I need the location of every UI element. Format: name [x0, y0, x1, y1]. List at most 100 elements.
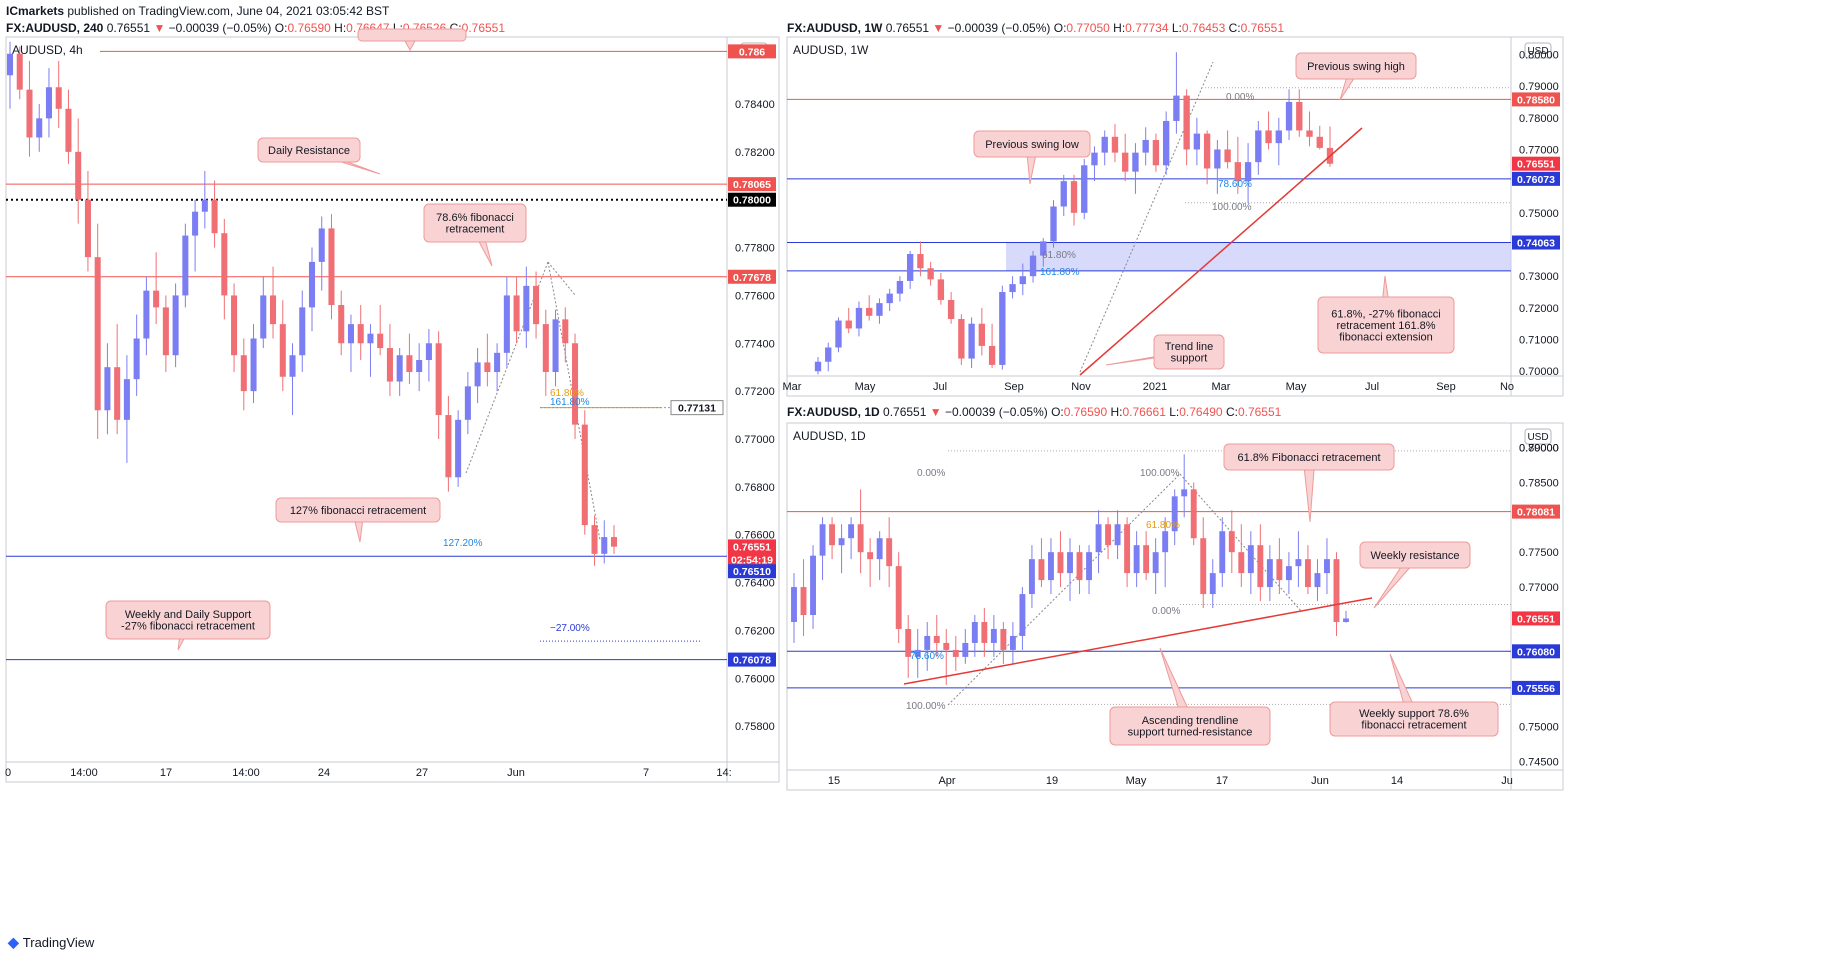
h4-callout-text: Daily Resistance — [268, 145, 350, 157]
h4-candle — [357, 324, 364, 344]
h4-price-label — [670, 400, 724, 416]
h4-xtick: 24 — [318, 767, 330, 779]
h4-candle — [435, 343, 442, 416]
w1-open: 0.77050 — [1066, 21, 1110, 35]
d1-candle — [1266, 559, 1273, 588]
w1-xtick: Nov — [1071, 381, 1091, 393]
h4-callout-text: 78.6% fibonacci — [436, 212, 514, 224]
h4-callout-text: Weekly and Daily Support — [125, 609, 251, 621]
w1-callout-text: support — [1171, 353, 1208, 365]
w1-frame — [786, 36, 1564, 397]
w1-ytick: 0.77000 — [1519, 144, 1559, 156]
h4-price-label — [728, 539, 776, 554]
w1-candle — [1296, 101, 1303, 131]
d1-candle — [1181, 489, 1188, 497]
h4-price-label — [728, 552, 776, 567]
h4-fib-label: 127.20% — [443, 538, 483, 549]
w1-callout — [973, 130, 1091, 158]
w1-price-label-text: 0.76073 — [1517, 174, 1555, 186]
w1-ytick: 0.75000 — [1519, 208, 1559, 220]
w1-fib-label: 100.00% — [1212, 202, 1252, 213]
h4-candle — [172, 295, 179, 356]
d1-candle — [1057, 552, 1064, 574]
h4-price-label-text: 0.78065 — [733, 179, 771, 191]
d1-ytick: 0.77000 — [1519, 582, 1559, 594]
w1-candle — [814, 361, 822, 372]
h4-candle — [45, 87, 52, 119]
d1-low: 0.76490 — [1179, 405, 1223, 419]
h4-open: 0.76590 — [287, 21, 331, 35]
w1-close: 0.76551 — [885, 21, 930, 35]
h4-candle — [84, 199, 91, 258]
h4-ytick: 0.76800 — [735, 482, 775, 494]
d1-candle — [1067, 552, 1073, 574]
d1-title: AUDUSD, 1D — [793, 429, 866, 443]
d1-callout-text: fibonacci retracement — [1361, 720, 1466, 732]
w1-candle — [917, 254, 924, 269]
h4-fib-label: −27.00% — [550, 623, 590, 634]
w1-candle — [1203, 133, 1211, 169]
down-arrow-icon: ▼ — [929, 405, 942, 419]
w1-symbol: FX:AUDUSD, 1W — [787, 21, 883, 35]
w1-callout-text: Previous swing high — [1307, 61, 1405, 73]
d1-callout — [1109, 706, 1271, 746]
w1-xtick: Jul — [1365, 381, 1379, 393]
d1-candle — [990, 628, 997, 643]
w1-price-label — [1512, 235, 1560, 250]
w1-candle — [988, 345, 996, 365]
w1-candle — [866, 307, 873, 316]
w1-price-label — [1512, 171, 1560, 186]
w1-candle — [1111, 136, 1119, 153]
h4-ytick: 0.76600 — [735, 530, 775, 542]
d1-candle — [800, 587, 807, 616]
d1-candle — [1219, 531, 1226, 574]
h4-xtick: 14: — [716, 767, 731, 779]
d1-candle — [1314, 573, 1321, 588]
h4-candle — [162, 307, 169, 356]
d1-last: 0.76551 — [1237, 405, 1282, 419]
w1-xtick: Sep — [1004, 381, 1024, 393]
w1-candle — [1091, 152, 1098, 166]
d1-candle — [971, 621, 978, 643]
d1-candle — [1324, 559, 1330, 574]
d1-candle — [867, 552, 874, 560]
w1-candle — [937, 279, 945, 300]
h4-close: 0.76551 — [106, 21, 151, 35]
w1-callout — [1317, 296, 1455, 354]
d1-ytick: 0.77500 — [1519, 547, 1559, 559]
h4-candle — [455, 419, 462, 478]
w1-change: −0.00039 (−0.05%) — [947, 21, 1051, 35]
d1-candle — [1086, 552, 1092, 581]
d1-price-label — [1512, 504, 1560, 519]
d1-price-label — [1512, 644, 1560, 659]
h4-candle — [211, 199, 218, 234]
tradingview-logo[interactable]: ◆ TradingView — [8, 934, 94, 951]
h4-candle — [279, 324, 286, 377]
w1-ytick: 0.79000 — [1519, 81, 1559, 93]
h4-candle — [240, 355, 247, 392]
h4-xtick: 17 — [160, 767, 172, 779]
h4-callout-text: retracement — [446, 224, 505, 236]
d1-change: −0.00039 (−0.05%) — [944, 405, 1048, 419]
h4-candle — [143, 290, 150, 339]
h4-ytick: 0.76000 — [735, 673, 775, 685]
h4-candle — [581, 424, 588, 526]
h4-candle — [221, 233, 228, 296]
w1-candle — [1255, 130, 1262, 163]
h4-price-label-text: 0.786 — [739, 46, 765, 58]
h4-price-label — [728, 652, 776, 667]
d1-callout-text: 61.8% Fibonacci retracement — [1237, 452, 1380, 464]
w1-candle — [1162, 120, 1170, 166]
w1-candle — [825, 347, 832, 362]
d1-xtick: Jun — [1311, 775, 1329, 787]
w1-candle — [1019, 276, 1026, 285]
d1-fib-label: 61.80% — [1146, 520, 1180, 531]
h4-candle — [396, 355, 403, 382]
w1-candle — [958, 318, 965, 359]
h4-price-label-text: 0.78000 — [733, 195, 771, 207]
d1-candle — [933, 635, 940, 643]
w1-trendline — [1079, 127, 1363, 376]
w1-ytick: 0.71000 — [1519, 335, 1559, 347]
d1-callout-text: Ascending trendline — [1142, 715, 1239, 727]
